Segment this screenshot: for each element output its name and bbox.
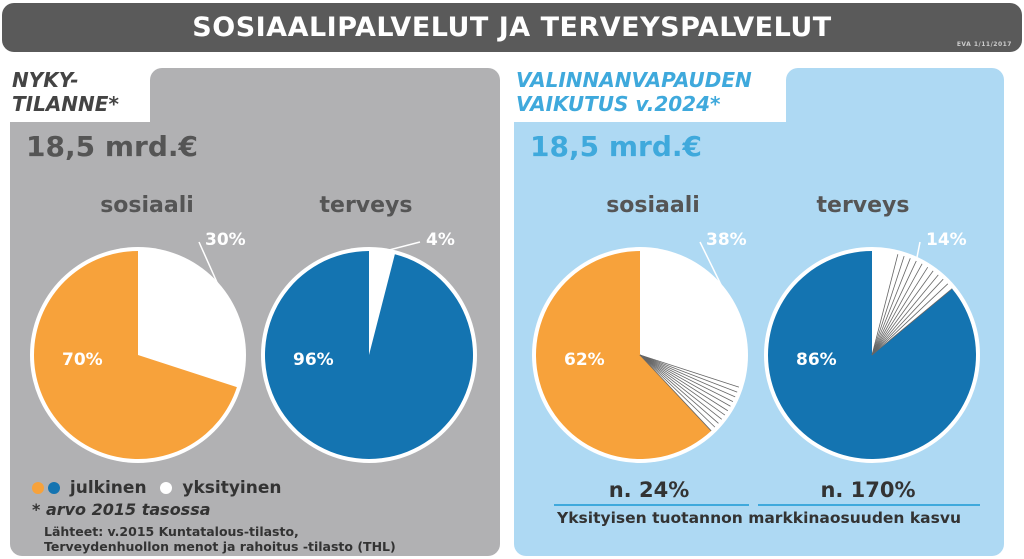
pie-leader-line bbox=[198, 241, 223, 295]
growth-hatch-line bbox=[871, 254, 899, 356]
growth-hatch-line bbox=[871, 255, 905, 356]
pie-label-julkinen: 86% bbox=[796, 350, 837, 370]
pie-slice-julkinen bbox=[265, 251, 474, 459]
future-panel-tab bbox=[786, 68, 1004, 130]
pie-slice-yksityinen bbox=[640, 251, 744, 431]
growth-hatch-line bbox=[871, 278, 944, 356]
current-total: 18,5 mrd.€ bbox=[26, 130, 198, 163]
growth-hatch-line bbox=[871, 283, 949, 356]
future-label-line1: VALINNANVAPAUDEN bbox=[516, 68, 752, 92]
growth-health-line bbox=[758, 504, 980, 506]
growth-hatch-line bbox=[871, 263, 923, 356]
future-label-line2: VAIKUTUS v.2024* bbox=[516, 92, 721, 116]
pie-label-yksityinen: 38% bbox=[706, 230, 747, 250]
legend: julkinen yksityinen bbox=[32, 478, 282, 498]
growth-hatch-line bbox=[871, 260, 917, 356]
growth-hatch-line bbox=[639, 354, 740, 388]
note-text: * arvo 2015 tasossa bbox=[32, 500, 211, 519]
growth-social-value: n. 24% bbox=[608, 478, 690, 502]
growth-hatch-line bbox=[639, 354, 729, 412]
sources-line1: Lähteet: v.2015 Kuntatalous-tilasto, bbox=[44, 524, 299, 539]
current-health-title: terveys bbox=[319, 193, 413, 218]
growth-hatch-line bbox=[639, 354, 731, 407]
growth-hatch-line bbox=[639, 354, 719, 424]
growth-social-line bbox=[554, 504, 749, 506]
growth-hatch-line bbox=[639, 354, 736, 398]
growth-hatch-line bbox=[639, 354, 723, 420]
legend-blue-dot bbox=[48, 482, 60, 494]
growth-hatch-line bbox=[639, 354, 738, 393]
credit-text: EVA 1/11/2017 bbox=[956, 41, 1012, 48]
pie-slice-julkinen bbox=[535, 251, 712, 460]
current-panel-tab bbox=[150, 68, 500, 130]
growth-caption: Yksityisen tuotannon markkinaosuuden kas… bbox=[557, 509, 961, 527]
page-title: SOSIAALIPALVELUT JA TERVEYSPALVELUT EVA … bbox=[2, 3, 1022, 52]
current-label-line2: TILANNE* bbox=[12, 92, 119, 116]
growth-health-value: n. 170% bbox=[820, 478, 916, 502]
pie-leader-line bbox=[915, 241, 921, 262]
future-health-title: terveys bbox=[816, 193, 910, 218]
pie-slice-yksityinen bbox=[369, 251, 395, 355]
growth-hatch-line bbox=[639, 354, 716, 428]
pie-label-julkinen: 62% bbox=[564, 350, 605, 370]
future-total: 18,5 mrd.€ bbox=[530, 130, 702, 163]
growth-hatch-line bbox=[639, 354, 726, 416]
growth-hatch-line bbox=[639, 354, 712, 432]
sources: Lähteet: v.2015 Kuntatalous-tilasto, Ter… bbox=[44, 524, 396, 554]
growth-hatch-line bbox=[639, 354, 734, 402]
current-label-line1: NYKY- bbox=[12, 68, 79, 92]
future-social-title: sosiaali bbox=[606, 193, 700, 218]
legend-orange-dot bbox=[32, 482, 44, 494]
growth-hatch-line bbox=[871, 288, 953, 356]
pie-leader-line bbox=[381, 241, 421, 253]
pie-label-yksityinen: 4% bbox=[426, 230, 455, 250]
growth-hatch-line bbox=[871, 274, 939, 356]
current-panel-label: NYKY- TILANNE* bbox=[12, 68, 119, 116]
pie-label-yksityinen: 30% bbox=[205, 230, 246, 250]
pie-leader-line bbox=[699, 241, 738, 318]
pie-slice-yksityinen bbox=[138, 251, 242, 388]
pie-slice-julkinen bbox=[34, 251, 237, 460]
legend-private-label: yksityinen bbox=[182, 478, 282, 498]
growth-hatch-line bbox=[871, 266, 929, 356]
page-title-text: SOSIAALIPALVELUT JA TERVEYSPALVELUT bbox=[192, 12, 832, 43]
growth-hatch-line bbox=[871, 258, 911, 356]
pie-label-julkinen: 96% bbox=[293, 350, 334, 370]
sources-line2: Terveydenhuollon menot ja rahoitus -tila… bbox=[44, 539, 396, 554]
current-social-title: sosiaali bbox=[100, 193, 194, 218]
legend-public-label: julkinen bbox=[69, 478, 147, 498]
pie-label-yksityinen: 14% bbox=[926, 230, 967, 250]
legend-white-dot bbox=[160, 482, 173, 494]
pie-label-julkinen: 70% bbox=[62, 350, 103, 370]
future-panel-label: VALINNANVAPAUDEN VAIKUTUS v.2024* bbox=[516, 68, 752, 116]
growth-hatch-line bbox=[871, 270, 934, 356]
